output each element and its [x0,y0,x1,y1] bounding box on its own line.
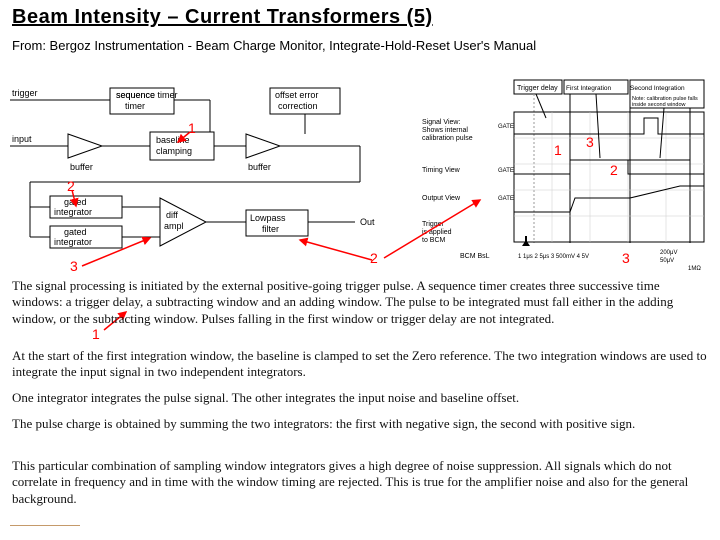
label-trigger: trigger [12,88,38,98]
svg-text:200μV: 200μV [660,250,677,256]
svg-text:to BCM: to BCM [422,237,446,244]
svg-text:integrator: integrator [54,207,92,217]
paragraph-3: One integrator integrates the pulse sign… [12,390,712,406]
svg-text:filter: filter [262,224,279,234]
svg-text:Timing View: Timing View [422,167,461,174]
timing-diagram: Trigger delay First Integration Second I… [420,78,710,273]
annot-right-2: 2 [610,162,618,178]
svg-text:Output View: Output View [422,195,461,202]
paragraph-5: This particular combination of sampling … [12,458,712,507]
svg-text:sequence: sequence [116,90,155,100]
svg-text:diff: diff [166,210,178,220]
svg-text:clamping: clamping [156,146,192,156]
svg-text:timer: timer [125,101,145,111]
annot-right-3-top: 3 [586,134,594,150]
block-diagram: trigger input sequence timer sequence ti… [10,82,400,257]
svg-text:Trigger delay: Trigger delay [517,85,558,92]
paragraph-1: The signal processing is initiated by th… [12,278,712,327]
svg-text:Signal View:: Signal View: [422,119,460,126]
page-title: Beam Intensity – Current Transformers (5… [12,6,433,29]
svg-text:buffer: buffer [70,162,93,172]
paragraph-4: The pulse charge is obtained by summing … [12,416,712,432]
svg-text:calibration pulse: calibration pulse [422,135,473,142]
svg-text:ampl: ampl [164,221,184,231]
annot-left-3: 3 [70,258,78,274]
page-subtitle: From: Bergoz Instrumentation - Beam Char… [12,38,536,53]
svg-text:baseline: baseline [156,135,190,145]
annot-right-1: 1 [554,142,562,158]
svg-text:Second Integration: Second Integration [630,85,685,92]
svg-text:gated: gated [64,197,87,207]
svg-text:BCM BsL: BCM BsL [460,253,490,260]
svg-text:Out: Out [360,217,375,227]
svg-text:50μV: 50μV [660,258,674,264]
paragraph-2: At the start of the first integration wi… [12,348,712,381]
svg-text:GATE: GATE [498,168,514,174]
annot-mid-2: 2 [370,250,378,266]
svg-text:First Integration: First Integration [566,85,612,92]
svg-text:GATE: GATE [498,196,514,202]
svg-text:1 1μs 2 5μs 3 500mV 4 5V: 1 1μs 2 5μs 3 500mV 4 5V [518,254,589,260]
svg-text:GATE: GATE [498,124,514,130]
svg-text:is applied: is applied [422,229,452,236]
annot-right-3-bot: 3 [622,250,630,266]
svg-text:correction: correction [278,101,318,111]
svg-text:Trigger: Trigger [422,221,445,228]
svg-text:1MΩ: 1MΩ [688,266,701,272]
svg-text:integrator: integrator [54,237,92,247]
svg-text:Lowpass: Lowpass [250,213,286,223]
annot-para-1: 1 [92,326,100,342]
svg-text:buffer: buffer [248,162,271,172]
svg-text:inside second window: inside second window [632,102,686,108]
annot-left-1: 1 [188,120,196,136]
svg-text:gated: gated [64,227,87,237]
svg-text:Shows internal: Shows internal [422,127,468,134]
svg-text:offset error: offset error [275,90,318,100]
footer-rule [10,525,80,526]
label-input: input [12,134,32,144]
annot-left-2: 2 [67,178,75,194]
